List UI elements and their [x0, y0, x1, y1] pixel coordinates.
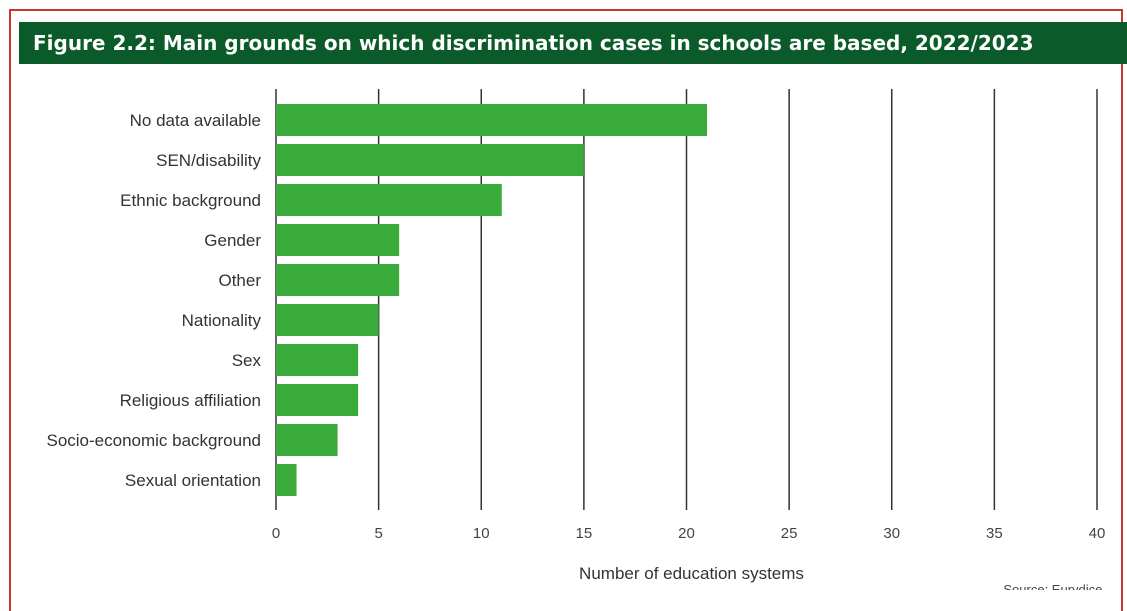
- category-labels: No data available SEN/disability Ethnic ba…: [46, 111, 261, 490]
- x-tick-label: 25: [781, 525, 798, 542]
- bar: [276, 144, 584, 176]
- bar: [276, 464, 297, 496]
- bar-chart: No data available SEN/disability Ethnic ba…: [46, 89, 1106, 590]
- category-label: Religious affiliation: [120, 391, 261, 410]
- category-label: No data available: [130, 111, 261, 130]
- category-label: Socio-economic background: [46, 431, 261, 450]
- category-label: Other: [218, 271, 261, 290]
- bar: [276, 264, 400, 296]
- category-label: Nationality: [182, 311, 262, 330]
- x-tick-label: 35: [986, 525, 1003, 542]
- bar: [276, 104, 708, 136]
- category-label: Ethnic background: [120, 191, 261, 210]
- category-label: Sex: [232, 351, 262, 370]
- x-tick-label: 10: [473, 525, 490, 542]
- x-tick-label: 40: [1089, 525, 1106, 542]
- bar: [276, 224, 400, 256]
- x-tick-label: 15: [576, 525, 593, 542]
- bar: [276, 424, 338, 456]
- figure-title: Figure 2.2: Main grounds on which discri…: [33, 31, 1034, 55]
- x-tick-label: 5: [374, 525, 382, 542]
- source-note: Source: Eurydice.: [1003, 582, 1106, 590]
- figure-frame: [9, 9, 1123, 611]
- bar: [276, 184, 502, 216]
- figure-title-bar: Figure 2.2: Main grounds on which discri…: [19, 22, 1127, 64]
- category-label: SEN/disability: [156, 151, 261, 170]
- category-label: Sexual orientation: [125, 471, 261, 490]
- bar: [276, 304, 379, 336]
- bars: [276, 104, 708, 496]
- x-axis-title: Number of education systems: [579, 564, 804, 583]
- x-tick-label: 30: [883, 525, 900, 542]
- x-tick-label: 0: [272, 525, 280, 542]
- category-label: Gender: [204, 231, 261, 250]
- bar: [276, 384, 359, 416]
- x-tick-labels: 0 5 10 15 20 25 30 35 40: [272, 525, 1106, 542]
- bar: [276, 344, 359, 376]
- x-tick-label: 20: [678, 525, 695, 542]
